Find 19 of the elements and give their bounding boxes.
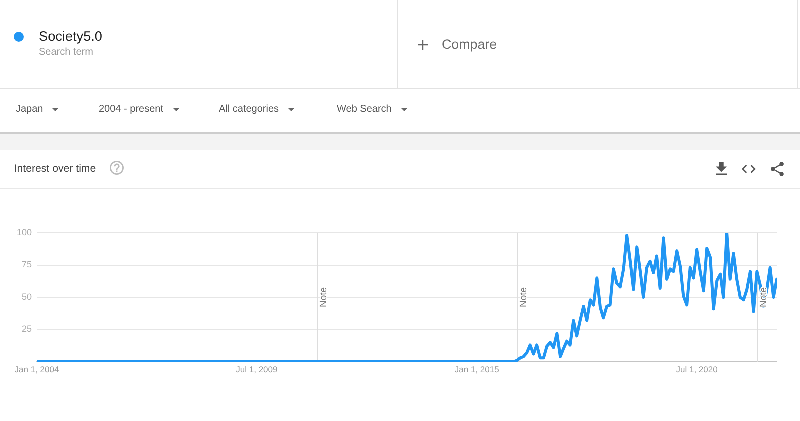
ref-line-label: Note xyxy=(758,287,770,308)
x-tick-label: Jan 1, 2004 xyxy=(14,364,60,374)
x-tick-label: Jan 1, 2015 xyxy=(454,364,500,374)
text: 2004 - present xyxy=(99,104,164,115)
ref-line-label: Note xyxy=(318,287,330,308)
y-tick-label: 100 xyxy=(16,227,32,238)
y-tick-label: 75 xyxy=(22,260,32,270)
chart-title: Interest over time xyxy=(14,162,96,174)
ref-line-label: Note xyxy=(518,287,530,308)
legend-label: Society5.0 xyxy=(39,28,102,44)
y-tick-label: 25 xyxy=(22,324,32,334)
y-tick-label: 50 xyxy=(22,292,32,302)
x-tick-label: Jul 1, 2009 xyxy=(236,364,278,374)
x-tick-label: Jul 1, 2020 xyxy=(676,364,718,374)
text: Japan xyxy=(16,104,44,115)
text: All categories xyxy=(219,104,280,115)
text: Search term xyxy=(39,46,94,58)
text: Compare xyxy=(442,36,498,52)
text: Web Search xyxy=(337,104,392,115)
